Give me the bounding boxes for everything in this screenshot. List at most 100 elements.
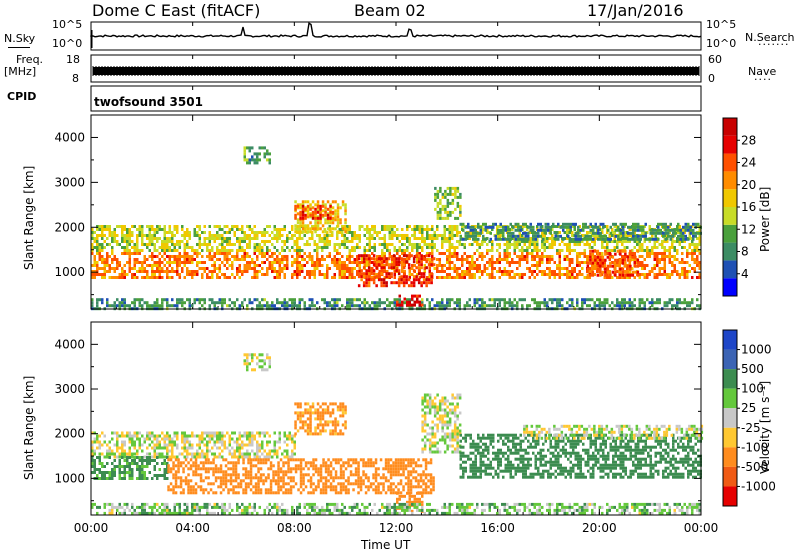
power-cell <box>206 243 209 246</box>
power-cell <box>604 237 607 241</box>
power-cell <box>181 298 184 302</box>
power-cell <box>236 255 239 258</box>
power-cell <box>688 234 691 237</box>
power-cell <box>296 255 299 258</box>
power-cell <box>596 234 599 237</box>
power-cell <box>548 255 551 258</box>
power-cell <box>591 261 595 265</box>
power-cell <box>331 210 335 214</box>
power-cell <box>422 275 426 279</box>
power-cell <box>642 228 645 232</box>
power-cell <box>341 225 344 228</box>
velocity-cell <box>241 446 244 450</box>
power-cell <box>123 228 126 231</box>
power-cell <box>589 252 592 256</box>
power-cell <box>597 237 600 241</box>
power-cell <box>263 152 266 156</box>
power-cell <box>579 234 582 238</box>
power-cell <box>118 273 121 276</box>
power-cell <box>512 225 515 229</box>
power-cell <box>266 304 269 308</box>
power-cell <box>148 304 151 308</box>
power-cell <box>484 222 487 226</box>
power-cell <box>211 249 214 252</box>
power-cell <box>351 304 354 308</box>
power-cell <box>486 249 489 252</box>
power-cell <box>243 237 246 240</box>
power-cell <box>458 298 461 302</box>
power-cell <box>408 237 411 240</box>
power-cell <box>458 301 461 305</box>
velocity-cell <box>291 452 294 456</box>
power-cell <box>243 298 246 302</box>
power-cell <box>316 227 320 231</box>
power-cell <box>166 261 169 264</box>
power-cell <box>173 246 176 249</box>
power-cell <box>459 204 462 208</box>
power-cell <box>458 276 461 279</box>
power-cell <box>316 246 319 249</box>
power-cell <box>609 261 612 265</box>
power-cell <box>531 264 534 267</box>
velocity-cell <box>153 468 156 471</box>
power-cell <box>402 275 406 279</box>
power-cells <box>91 146 702 311</box>
velocity-cell <box>233 455 236 459</box>
power-cell <box>393 270 396 273</box>
power-cell <box>331 258 334 261</box>
power-cell <box>121 234 124 237</box>
power-cell <box>548 261 551 264</box>
power-cell <box>698 264 701 267</box>
power-cell <box>381 252 384 255</box>
power-cell <box>233 255 236 258</box>
power-cell <box>611 228 614 231</box>
power-cell <box>601 304 604 308</box>
power-cell <box>407 263 411 267</box>
power-cell <box>261 273 264 276</box>
power-cell <box>577 234 580 238</box>
power-cell <box>668 249 671 252</box>
power-cell <box>428 228 431 231</box>
power-cell <box>597 231 600 235</box>
velocity-cell <box>216 431 219 435</box>
power-cell <box>316 261 319 264</box>
power-cell <box>121 304 124 308</box>
power-cell <box>377 257 381 261</box>
power-cell <box>173 225 176 228</box>
power-cell <box>448 267 451 270</box>
power-cell <box>696 246 699 249</box>
power-cell <box>491 304 494 308</box>
power-cell <box>314 224 317 228</box>
power-cell <box>246 225 249 228</box>
power-cell <box>678 225 681 228</box>
power-cell <box>156 267 159 270</box>
velocity-cell <box>176 443 179 447</box>
power-cell <box>156 270 159 273</box>
power-cell <box>163 258 166 261</box>
power-cell <box>313 264 316 267</box>
power-cell <box>656 240 659 243</box>
power-cell <box>363 228 366 231</box>
velocity-cell <box>278 431 281 435</box>
velocity-cell <box>158 446 161 450</box>
power-cell <box>251 231 254 234</box>
power-cell <box>358 267 361 270</box>
power-cell <box>386 246 389 249</box>
velocity-cell <box>168 440 171 444</box>
power-cell <box>573 228 576 231</box>
power-cell <box>436 192 440 196</box>
power-cell <box>101 243 104 246</box>
power-cell <box>91 298 94 302</box>
velocity-cell <box>228 452 231 456</box>
power-cell <box>586 273 590 277</box>
velocity-cell <box>181 437 184 441</box>
power-cell <box>453 249 456 252</box>
power-cell <box>696 225 699 228</box>
power-cell <box>208 234 211 237</box>
power-cell <box>453 246 456 249</box>
power-cell <box>183 231 186 234</box>
power-cell <box>406 258 409 261</box>
power-cell <box>646 246 649 249</box>
power-cell <box>211 298 214 302</box>
velocity-cell <box>143 440 146 444</box>
